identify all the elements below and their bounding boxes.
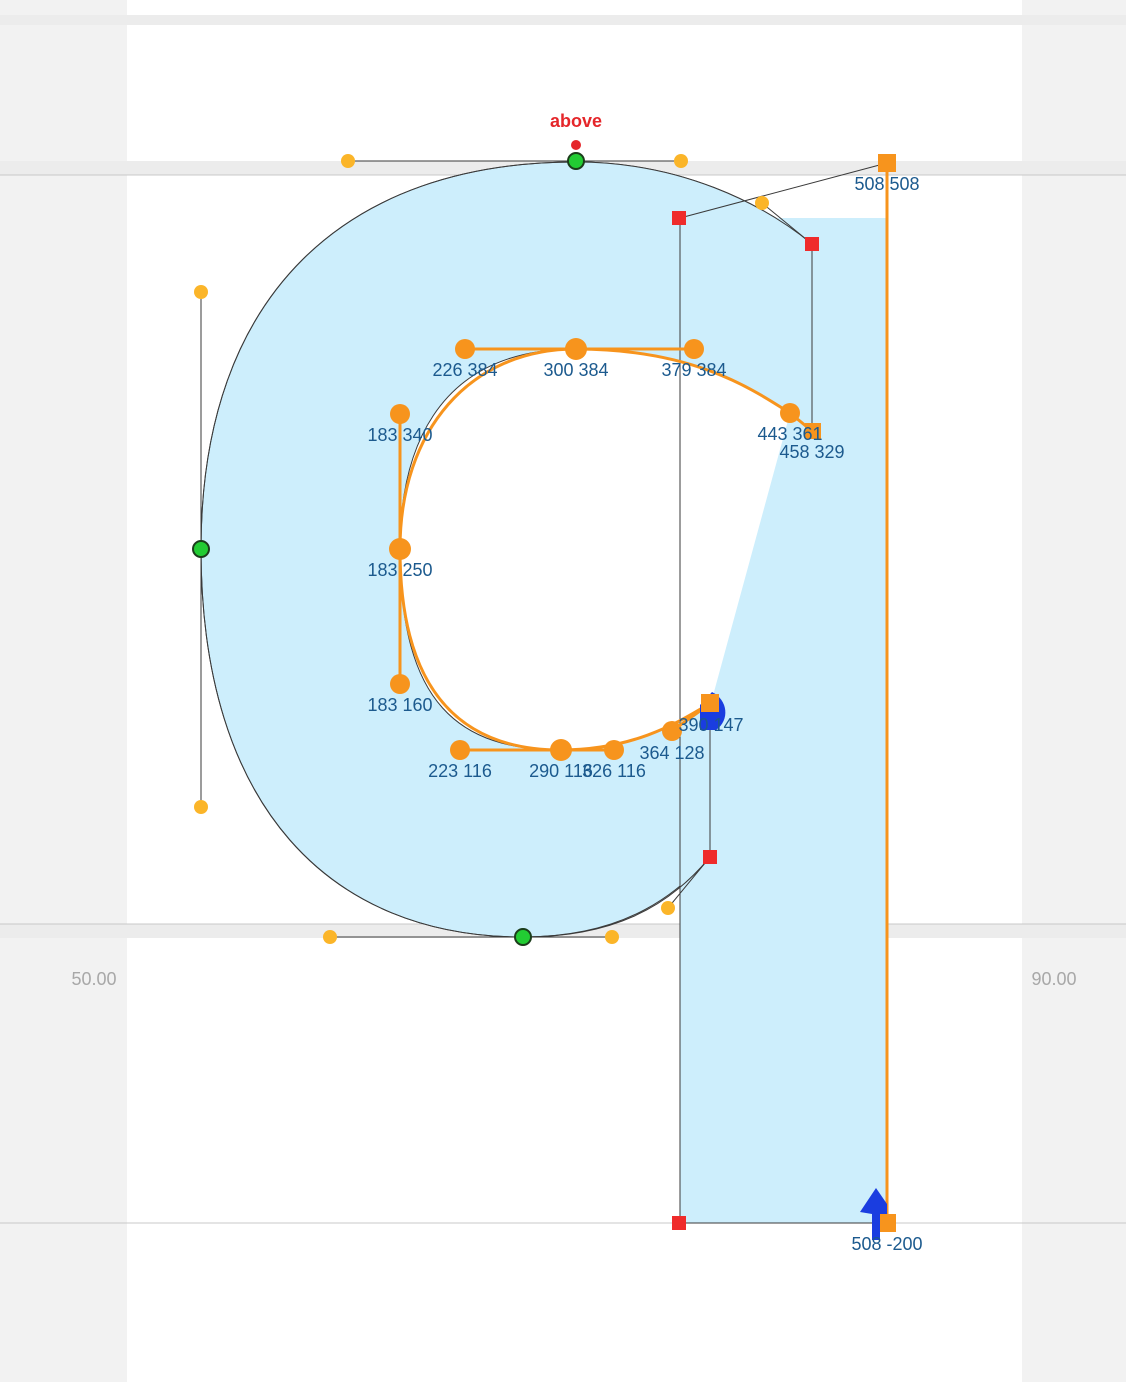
right-margin-area bbox=[1022, 0, 1126, 1382]
smooth-point-top bbox=[567, 152, 585, 170]
right-sidebearing-value[interactable]: 90.00 bbox=[1031, 969, 1076, 989]
glyph-counter bbox=[400, 349, 790, 750]
offcurve-point bbox=[674, 154, 688, 168]
selected-offcurve-point bbox=[450, 740, 470, 760]
left-margin-area bbox=[0, 0, 127, 1382]
selected-offcurve-point bbox=[390, 674, 410, 694]
coord-label: 300 384 bbox=[543, 360, 608, 380]
coord-label: 443 361 bbox=[757, 424, 822, 444]
selected-smooth-point bbox=[389, 538, 411, 560]
coord-label: 326 116 bbox=[582, 761, 646, 781]
top-zone-band bbox=[0, 15, 1126, 25]
selected-offcurve-point bbox=[684, 339, 704, 359]
selected-corner-point bbox=[878, 1214, 896, 1232]
corner-point bbox=[672, 1216, 686, 1230]
corner-point bbox=[672, 211, 686, 225]
coord-label: 379 384 bbox=[661, 360, 726, 380]
offcurve-point bbox=[605, 930, 619, 944]
offcurve-point bbox=[341, 154, 355, 168]
left-sidebearing-value[interactable]: 50.00 bbox=[71, 969, 116, 989]
selected-corner-point[interactable] bbox=[701, 694, 719, 712]
selected-offcurve-point bbox=[455, 339, 475, 359]
point-coordinate-labels: 508 508 226 384 300 384 379 384 443 361 … bbox=[367, 174, 922, 1254]
offcurve-point bbox=[194, 285, 208, 299]
coord-label: 226 384 bbox=[432, 360, 497, 380]
coord-label: 364 128 bbox=[639, 743, 704, 763]
coord-label: 183 160 bbox=[367, 695, 432, 715]
corner-point bbox=[805, 237, 819, 251]
selected-offcurve-point bbox=[780, 403, 800, 423]
coord-label: 223 116 bbox=[428, 761, 492, 781]
offcurve-point bbox=[661, 901, 675, 915]
glyph-bowl-repaint bbox=[576, 162, 812, 431]
top-curve-stroke bbox=[575, 161, 813, 245]
anchor-name-label: above bbox=[550, 111, 602, 131]
offcurve-points[interactable] bbox=[194, 154, 769, 944]
corner-point bbox=[703, 850, 717, 864]
coord-label: 290 116 bbox=[529, 761, 593, 781]
start-point-arrow-icon bbox=[860, 1188, 887, 1240]
coord-label: 183 250 bbox=[367, 560, 432, 580]
smooth-point-left bbox=[192, 540, 210, 558]
corner-points[interactable] bbox=[672, 211, 819, 1230]
selected-offcurve-point bbox=[604, 740, 624, 760]
selected-corner-point bbox=[805, 423, 821, 439]
oncurve-smooth-points[interactable] bbox=[192, 152, 585, 946]
selected-smooth-point bbox=[550, 739, 572, 761]
coord-label: 390 147 bbox=[678, 715, 743, 735]
selected-offcurve-point bbox=[390, 404, 410, 424]
selected-corner-point bbox=[878, 154, 896, 172]
offcurve-point bbox=[755, 196, 769, 210]
coord-label: 508 508 bbox=[854, 174, 919, 194]
coord-label: 458 329 bbox=[779, 442, 844, 462]
selected-offcurve-point bbox=[662, 721, 682, 741]
smooth-point-bottom bbox=[514, 928, 532, 946]
offcurve-point bbox=[194, 800, 208, 814]
selected-points[interactable] bbox=[389, 154, 896, 1232]
outer-bowl-stroke bbox=[200, 161, 711, 938]
coord-label: 508 -200 bbox=[851, 1234, 922, 1254]
anchor-point-above[interactable] bbox=[571, 140, 581, 150]
selected-smooth-point bbox=[565, 338, 587, 360]
top-diagonal-edge bbox=[679, 162, 888, 219]
coord-label: 183 340 bbox=[367, 425, 432, 445]
offcurve-point bbox=[323, 930, 337, 944]
